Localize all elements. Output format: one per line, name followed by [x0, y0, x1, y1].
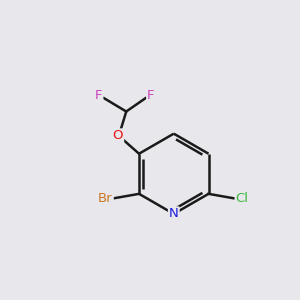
Text: F: F	[147, 89, 155, 102]
Text: O: O	[113, 129, 123, 142]
Text: F: F	[95, 89, 102, 102]
Text: Br: Br	[98, 192, 113, 205]
Text: Cl: Cl	[236, 192, 249, 205]
Text: N: N	[169, 207, 179, 220]
